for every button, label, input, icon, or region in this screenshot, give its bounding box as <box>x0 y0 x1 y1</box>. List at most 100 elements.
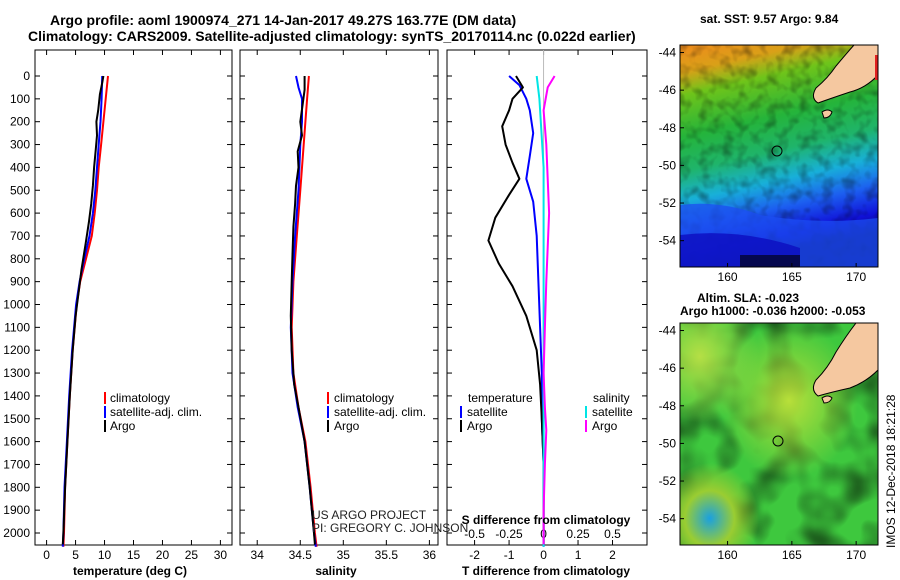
new-zealand-landmass-sla <box>812 323 878 397</box>
series-line-t-argo <box>487 75 545 545</box>
y-tick-label: 600 <box>10 206 30 220</box>
y-tick-label: 1000 <box>3 298 30 312</box>
x-tick-label: 35 <box>337 548 351 562</box>
legend-argo: Argo <box>110 419 136 433</box>
figure-title-line1: Argo profile: aoml 1900974_271 14-Jan-20… <box>50 12 517 28</box>
s-diff-tick-label: 0.5 <box>604 527 621 541</box>
x-tick-label: -1 <box>504 548 515 562</box>
map-y-tick-label: -48 <box>659 399 677 413</box>
legend-climatology: climatology <box>334 391 394 405</box>
map-x-tick-label: 160 <box>718 270 738 284</box>
y-tick-label: 1800 <box>3 480 30 494</box>
y-tick-label: 1700 <box>3 457 30 471</box>
y-tick-label: 800 <box>10 252 30 266</box>
y-tick-label: 2000 <box>3 526 30 540</box>
sla-map-subtitle: Argo h1000: -0.036 h2000: -0.053 <box>680 304 866 318</box>
imos-timestamp: IMOS 12-Dec-2018 18:21:28 <box>884 394 898 548</box>
legend-satellite: satellite-adj. clim. <box>334 405 426 419</box>
series-line-climatology <box>290 75 318 547</box>
map-y-tick-label: -48 <box>659 121 677 135</box>
y-tick-label: 300 <box>10 138 30 152</box>
map-y-tick-label: -52 <box>659 474 677 488</box>
y-tick-label: 500 <box>10 183 30 197</box>
x-tick-label: 34.5 <box>289 548 313 562</box>
pi-credit: PI: GREGORY C. JOHNSON <box>312 521 469 535</box>
y-tick-label: 0 <box>23 69 30 83</box>
series-line-s-argo <box>542 75 556 545</box>
x-tick-label: 10 <box>98 548 112 562</box>
x-tick-label: 25 <box>185 548 199 562</box>
map-y-tick-label: -50 <box>659 158 677 172</box>
y-tick-label: 1400 <box>3 389 30 403</box>
sst-map-title: sat. SST: 9.57 Argo: 9.84 <box>700 12 839 26</box>
map-x-tick-label: 165 <box>782 548 802 562</box>
series-line-t-satellite <box>508 75 545 547</box>
legend-argo: Argo <box>334 419 360 433</box>
map-y-tick-label: -52 <box>659 196 677 210</box>
salinity-x-axis-label: salinity <box>315 564 357 578</box>
map-y-tick-label: -46 <box>659 361 677 375</box>
x-tick-label: 34 <box>251 548 265 562</box>
series-line-climatology <box>62 75 109 547</box>
x-tick-label: 36 <box>423 548 437 562</box>
map-y-tick-label: -54 <box>659 512 677 526</box>
map-x-tick-label: 170 <box>846 270 866 284</box>
y-tick-label: 1900 <box>3 503 30 517</box>
sla-map-frame <box>679 322 879 546</box>
legend-s-satellite: satellite <box>592 405 633 419</box>
y-tick-label: 1600 <box>3 435 30 449</box>
difference-legend: temperature satellite Argo salinity sate… <box>460 391 633 433</box>
legend-salinity-heading: salinity <box>593 391 630 405</box>
project-credit: US ARGO PROJECT <box>312 508 427 522</box>
sla-map <box>680 323 878 545</box>
x-tick-label: 1 <box>575 548 582 562</box>
x-tick-label: 2 <box>609 548 616 562</box>
y-tick-label: 1200 <box>3 343 30 357</box>
map-y-tick-label: -46 <box>659 83 677 97</box>
sst-profile-location-marker <box>771 145 783 157</box>
y-tick-label: 400 <box>10 160 30 174</box>
temperature-legend: climatology satellite-adj. clim. Argo <box>104 391 202 433</box>
map-x-tick-label: 165 <box>782 270 802 284</box>
sla-map-title: Altim. SLA: -0.023 <box>697 291 800 305</box>
y-tick-label: 900 <box>10 275 30 289</box>
sst-map-frame <box>679 44 879 268</box>
x-tick-label: 5 <box>72 548 79 562</box>
map-x-tick-label: 170 <box>846 548 866 562</box>
x-tick-label: 15 <box>127 548 141 562</box>
series-line-s-satellite <box>535 75 545 547</box>
legend-satellite: satellite-adj. clim. <box>110 405 202 419</box>
y-tick-label: 200 <box>10 115 30 129</box>
map-x-tick-label: 160 <box>718 548 738 562</box>
temperature-x-axis-label: temperature (deg C) <box>73 564 187 578</box>
x-tick-label: 0 <box>43 548 50 562</box>
difference-plot-frame <box>446 49 648 546</box>
y-tick-label: 100 <box>10 92 30 106</box>
map-y-tick-label: -54 <box>659 234 677 248</box>
x-tick-label: 30 <box>214 548 228 562</box>
map-y-tick-label: -44 <box>659 324 677 338</box>
legend-t-satellite: satellite <box>467 405 508 419</box>
x-tick-label: 0 <box>540 548 547 562</box>
s-difference-axis-label: S difference from climatology <box>462 513 631 527</box>
s-diff-tick-label: -0.5 <box>464 527 485 541</box>
x-tick-label: 35.5 <box>375 548 399 562</box>
t-difference-x-axis-label: T difference from climatology <box>462 564 630 578</box>
y-tick-label: 1500 <box>3 412 30 426</box>
s-diff-tick-label: -0.25 <box>495 527 523 541</box>
sla-profile-location-marker <box>772 435 784 447</box>
map-y-tick-label: -44 <box>659 46 677 60</box>
salinity-legend: climatology satellite-adj. clim. Argo <box>327 391 426 433</box>
series-line-argo <box>61 75 105 545</box>
x-tick-label: 20 <box>156 548 170 562</box>
x-tick-label: -2 <box>469 548 480 562</box>
map-y-tick-label: -50 <box>659 436 677 450</box>
new-zealand-landmass-sst <box>812 45 878 104</box>
series-line-argo <box>289 76 316 545</box>
y-tick-label: 700 <box>10 229 30 243</box>
legend-temperature-heading: temperature <box>468 391 533 405</box>
y-tick-label: 1300 <box>3 366 30 380</box>
legend-t-argo: Argo <box>467 419 493 433</box>
figure-title-line2: Climatology: CARS2009. Satellite-adjuste… <box>28 28 636 44</box>
